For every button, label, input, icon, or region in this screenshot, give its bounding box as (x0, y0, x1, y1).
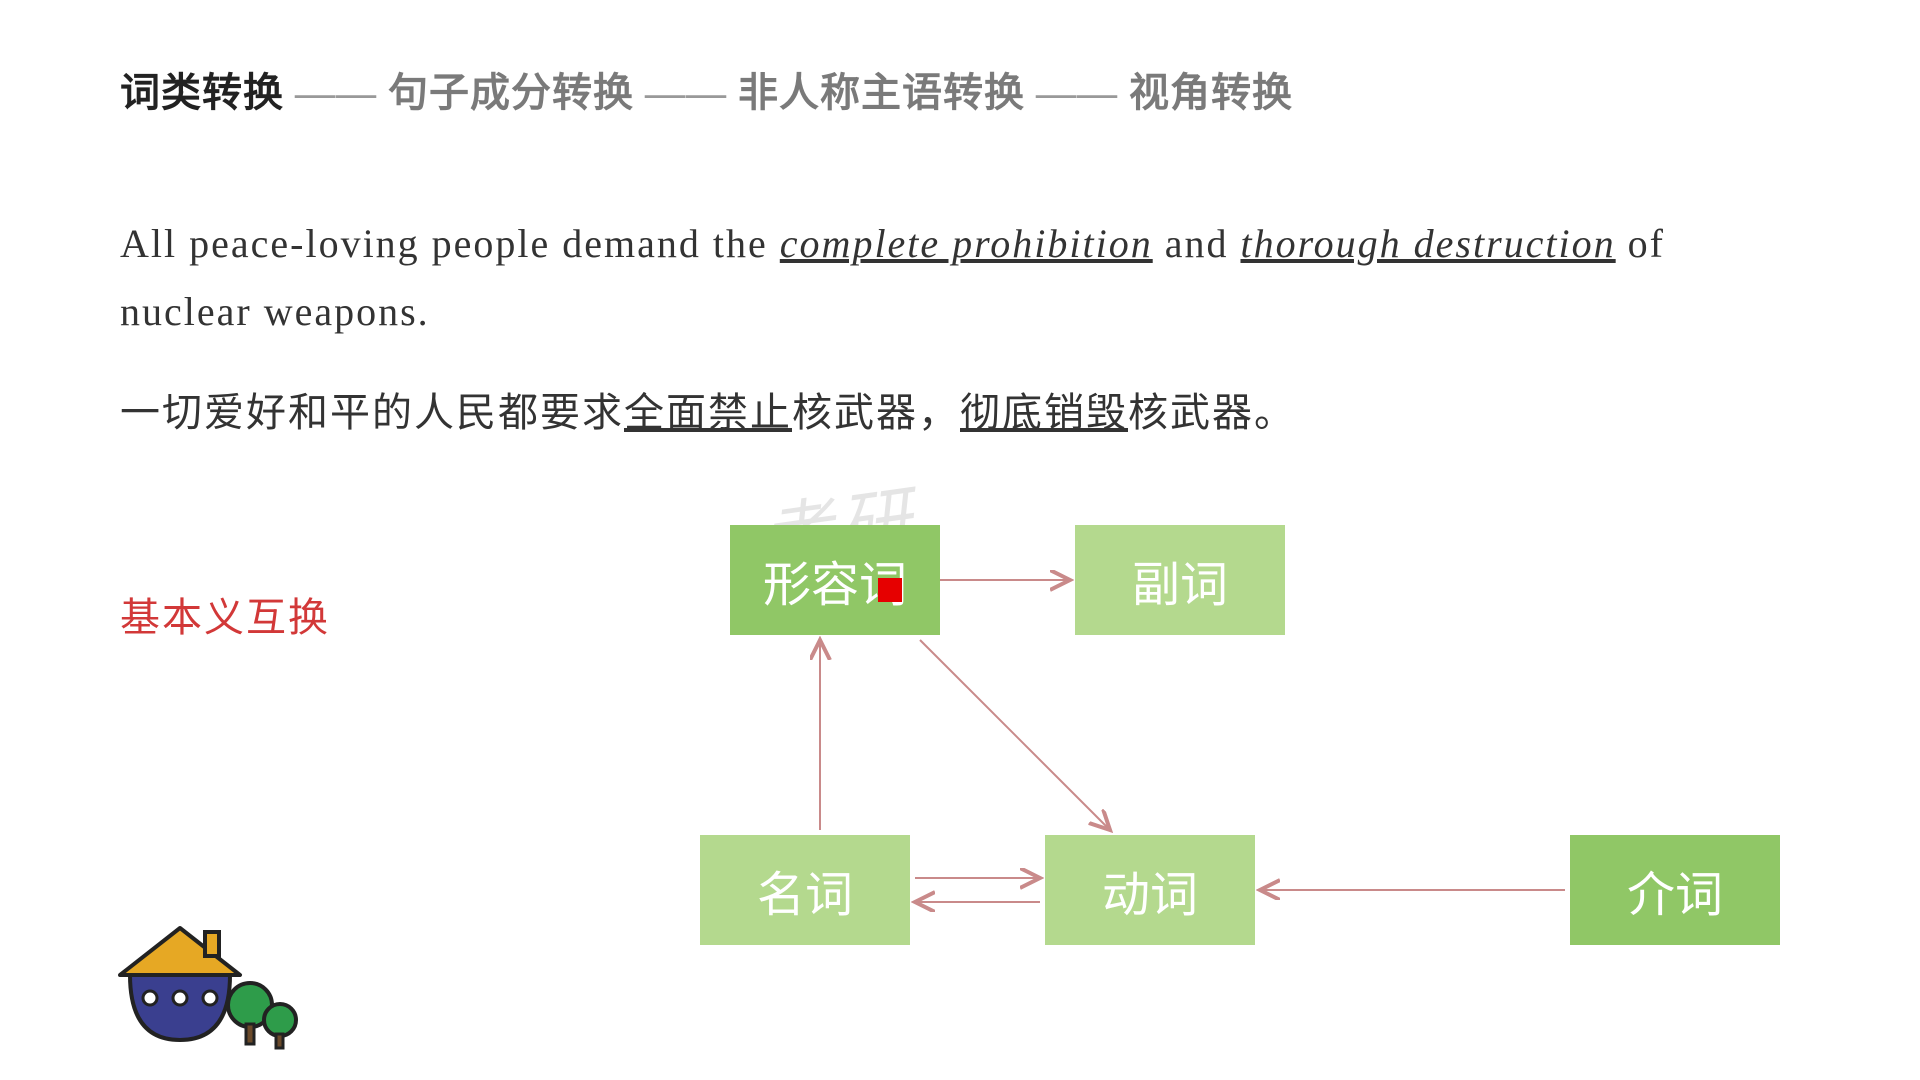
red-cursor-icon (878, 578, 902, 602)
node-noun-label: 名词 (757, 855, 853, 925)
node-noun: 名词 (700, 835, 910, 945)
node-preposition-label: 介词 (1627, 855, 1723, 925)
slide: 词类转换 —— 句子成分转换 —— 非人称主语转换 —— 视角转换 All pe… (0, 0, 1920, 1080)
node-verb-label: 动词 (1102, 855, 1198, 925)
node-adjective: 形容词 (730, 525, 940, 635)
node-adverb: 副词 (1075, 525, 1285, 635)
node-adverb-label: 副词 (1132, 545, 1228, 615)
house-roof (120, 928, 240, 975)
node-verb: 动词 (1045, 835, 1255, 945)
house-icon (110, 920, 310, 1075)
node-preposition: 介词 (1570, 835, 1780, 945)
word-class-diagram: 形容词 副词 名词 动词 介词 (0, 0, 1920, 1080)
